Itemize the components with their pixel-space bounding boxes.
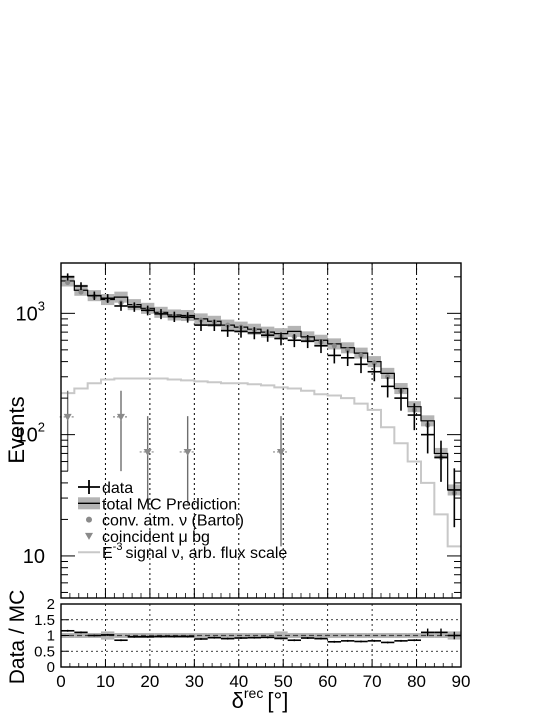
y-tick-label-ratio: 2 bbox=[47, 596, 55, 613]
conv-data-point bbox=[371, 360, 377, 366]
x-tick-label: 40 bbox=[229, 672, 248, 691]
x-axis-label-superscript: rec bbox=[244, 685, 263, 701]
muon-data-point bbox=[63, 413, 72, 421]
y-tick-label-base: 10 bbox=[16, 303, 38, 325]
x-axis-label-unit: [°] bbox=[267, 688, 288, 713]
y-axis-label-ratio: Data / MC bbox=[6, 590, 29, 685]
x-tick-label: 50 bbox=[274, 672, 293, 691]
main-plot-frame bbox=[60, 262, 462, 599]
ratio-band bbox=[381, 632, 395, 639]
y-tick-label-exponent: 3 bbox=[38, 298, 45, 313]
x-tick-label: 70 bbox=[363, 672, 382, 691]
muon-data-point bbox=[183, 448, 192, 456]
y-tick-label-exponent: 2 bbox=[38, 420, 45, 435]
muon-data-point bbox=[117, 413, 125, 421]
y-tick-label-main: 103 bbox=[16, 298, 45, 325]
ratio-band bbox=[141, 632, 155, 639]
x-axis-label-symbol: δ bbox=[232, 688, 244, 713]
x-tick-label: 90 bbox=[452, 672, 471, 691]
x-tick-label: 0 bbox=[56, 672, 65, 691]
legend-symbol-conv bbox=[86, 516, 92, 523]
muon-data-point bbox=[143, 448, 152, 456]
ratio-band bbox=[261, 632, 275, 639]
y-tick-label-base: 10 bbox=[16, 425, 38, 447]
conv-data-point bbox=[345, 347, 351, 353]
y-tick-label-ratio: 1.5 bbox=[34, 612, 55, 629]
ratio-band bbox=[341, 632, 355, 639]
conv-data-point bbox=[78, 289, 84, 295]
conv-data-point bbox=[385, 374, 391, 380]
conv-data-point bbox=[65, 279, 71, 285]
conv-data-point bbox=[331, 343, 337, 349]
y-tick-label-ratio: 0 bbox=[47, 659, 55, 676]
y-tick-label-ratio: 0.5 bbox=[34, 643, 55, 660]
x-tick-label: 80 bbox=[407, 672, 426, 691]
legend-label: coincident μ bg bbox=[102, 529, 210, 546]
legend-label-text: signal ν, arb. flux scale bbox=[125, 545, 287, 562]
ratio-band bbox=[221, 632, 235, 639]
legend-label-exponent: -3 bbox=[113, 541, 123, 553]
y-axis-label-main: Events bbox=[4, 396, 29, 463]
x-axis-label: δrec [°] bbox=[232, 685, 289, 713]
ratio-panel: 00.511.520 10 20 30 40 50 60 70 80 90 bbox=[34, 596, 470, 691]
x-tick-label: 30 bbox=[185, 672, 204, 691]
x-tick-label: 60 bbox=[318, 672, 337, 691]
muon-data-point bbox=[277, 448, 285, 456]
mc-series-line bbox=[61, 280, 461, 491]
x-tick-label: 10 bbox=[96, 672, 115, 691]
legend-label: E-3 signal ν, arb. flux scale bbox=[102, 541, 287, 562]
y-tick-label-base: 10 bbox=[23, 546, 45, 568]
y-tick-label-main: 102 bbox=[16, 420, 45, 447]
ratio-band bbox=[301, 632, 315, 639]
legend-label: conv. atm. ν (Bartol) bbox=[102, 513, 244, 530]
conv-data-point bbox=[358, 352, 364, 359]
y-tick-label-ratio: 1 bbox=[47, 628, 55, 645]
legend-label-prefix: E bbox=[102, 545, 113, 562]
legend-label: data bbox=[102, 480, 133, 497]
x-tick-label: 20 bbox=[140, 672, 159, 691]
legend-symbol-muon bbox=[85, 532, 93, 540]
legend-label: total MC Prediction bbox=[102, 496, 237, 513]
y-tick-label-main: 10 bbox=[23, 546, 45, 568]
signal-series-line bbox=[61, 377, 461, 548]
